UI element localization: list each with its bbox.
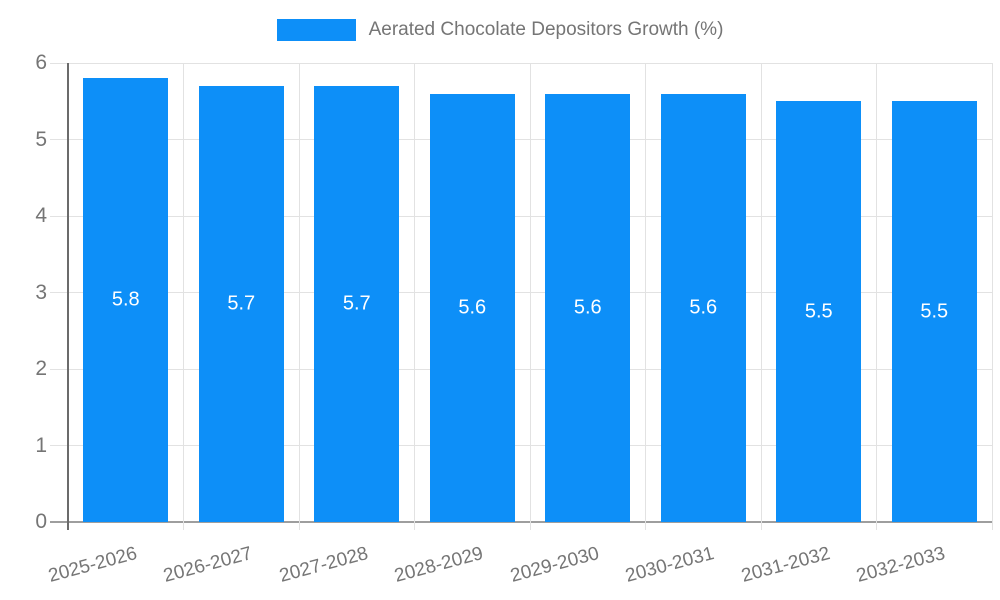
bar-value-label: 5.6 <box>458 296 487 319</box>
bar <box>429 93 515 522</box>
x-axis-line <box>50 521 992 523</box>
legend-swatch <box>276 19 356 41</box>
y-tick-label: 1 <box>35 433 47 457</box>
bar <box>891 101 977 522</box>
y-tick-label: 0 <box>35 510 47 533</box>
y-tick-label: 6 <box>35 51 47 74</box>
y-tick-label: 2 <box>35 357 47 380</box>
bar <box>83 78 169 522</box>
bar <box>314 85 400 522</box>
bar-value-label: 5.7 <box>227 292 256 315</box>
y-gridline <box>50 215 992 217</box>
bar <box>776 101 862 522</box>
y-gridline <box>50 292 992 293</box>
bar-value-label: 5.5 <box>920 300 949 323</box>
x-gridline <box>645 63 646 530</box>
y-tick-label: 3 <box>35 280 47 304</box>
bar <box>198 85 284 522</box>
bar-value-label: 5.7 <box>342 292 371 315</box>
x-gridline <box>183 63 184 530</box>
bar <box>545 93 631 522</box>
bar <box>660 93 746 522</box>
x-gridline <box>529 63 531 530</box>
y-tick-label: 5 <box>35 127 47 151</box>
x-gridline <box>298 63 300 530</box>
bar-value-label: 5.6 <box>689 296 718 319</box>
x-gridline <box>991 63 993 530</box>
y-axis-line <box>67 63 69 530</box>
y-gridline <box>50 368 992 370</box>
bar-value-label: 5.5 <box>804 300 833 323</box>
legend: Aerated Chocolate Depositors Growth (%) <box>0 19 1000 41</box>
x-gridline <box>876 63 877 530</box>
bar-value-label: 5.8 <box>111 288 140 311</box>
bar-value-label: 5.6 <box>573 296 602 319</box>
y-tick-label: 4 <box>35 204 47 227</box>
x-gridline <box>414 63 415 530</box>
legend-label: Aerated Chocolate Depositors Growth (%) <box>368 19 724 40</box>
y-gridline <box>50 139 992 140</box>
x-gridline <box>760 63 762 530</box>
y-gridline <box>50 445 992 446</box>
y-gridline <box>50 62 992 64</box>
